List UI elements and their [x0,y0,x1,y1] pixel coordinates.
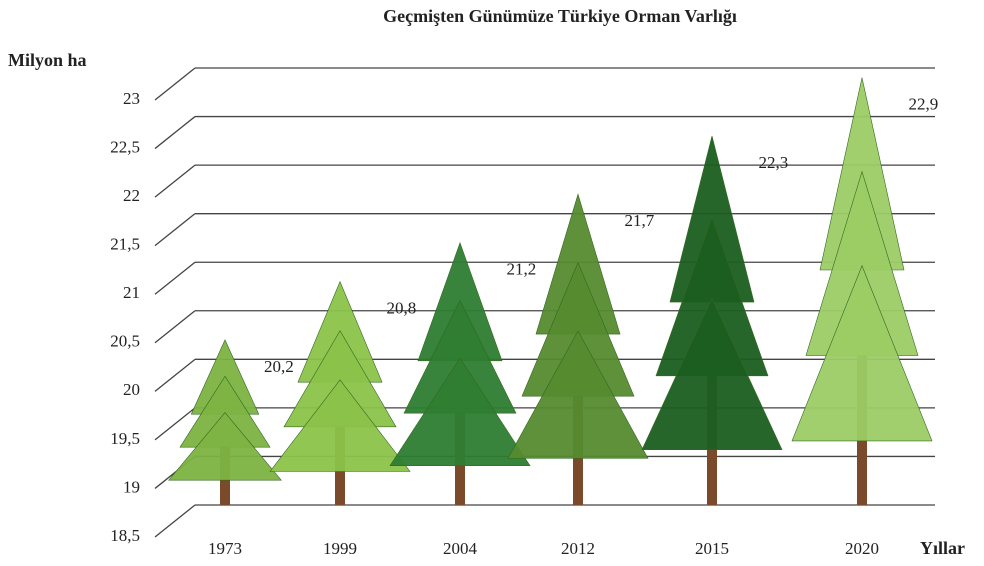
grid-line-diagonal [154,358,196,392]
tree-crown [269,379,411,472]
chart-title: Geçmişten Günümüze Türkiye Orman Varlığı [383,6,737,26]
value-label: 20,8 [387,299,417,318]
value-label: 21,7 [625,211,655,230]
grid-line-diagonal [154,164,196,198]
grid-line-diagonal [154,67,196,101]
x-tick-label: 1999 [323,539,357,558]
y-tick-label: 20,5 [110,332,140,351]
x-tick-label: 2020 [845,539,879,558]
tree [507,193,649,505]
tree-crown [168,412,282,481]
y-tick-label: 22 [123,186,140,205]
x-tick-label: 2004 [443,539,478,558]
value-label: 21,2 [507,260,537,279]
value-label: 22,9 [909,95,939,114]
tree-crown [507,330,649,459]
y-tick-label: 18,5 [110,526,140,545]
grid-line-diagonal [154,261,196,295]
y-tick-label: 23 [123,89,140,108]
y-tick-label: 19 [123,477,140,496]
x-tick-label: 2015 [695,539,729,558]
tree [168,339,282,505]
grid-line-diagonal [154,504,196,538]
x-tick-label: 1973 [208,539,242,558]
value-label: 20,2 [264,357,294,376]
x-tick-label: 2012 [561,539,595,558]
y-tick-label: 21,5 [110,235,140,254]
tree-crown [791,264,933,442]
tree [389,241,531,505]
x-axis-label: Yıllar [920,538,965,558]
tree [641,135,783,505]
grid-line-diagonal [154,213,196,247]
grid-line-diagonal [154,310,196,344]
y-tick-label: 19,5 [110,429,140,448]
grid-line-diagonal [154,407,196,441]
grid-line-diagonal [154,116,196,150]
value-label: 22,3 [759,153,789,172]
tree [269,280,411,505]
y-tick-label: 22,5 [110,137,140,156]
y-tick-label: 20 [123,380,140,399]
tree [791,77,933,505]
tree-crown [389,357,531,466]
y-tick-label: 21 [123,283,140,302]
y-axis-label: Milyon ha [8,50,87,70]
tree-crown [641,297,783,450]
